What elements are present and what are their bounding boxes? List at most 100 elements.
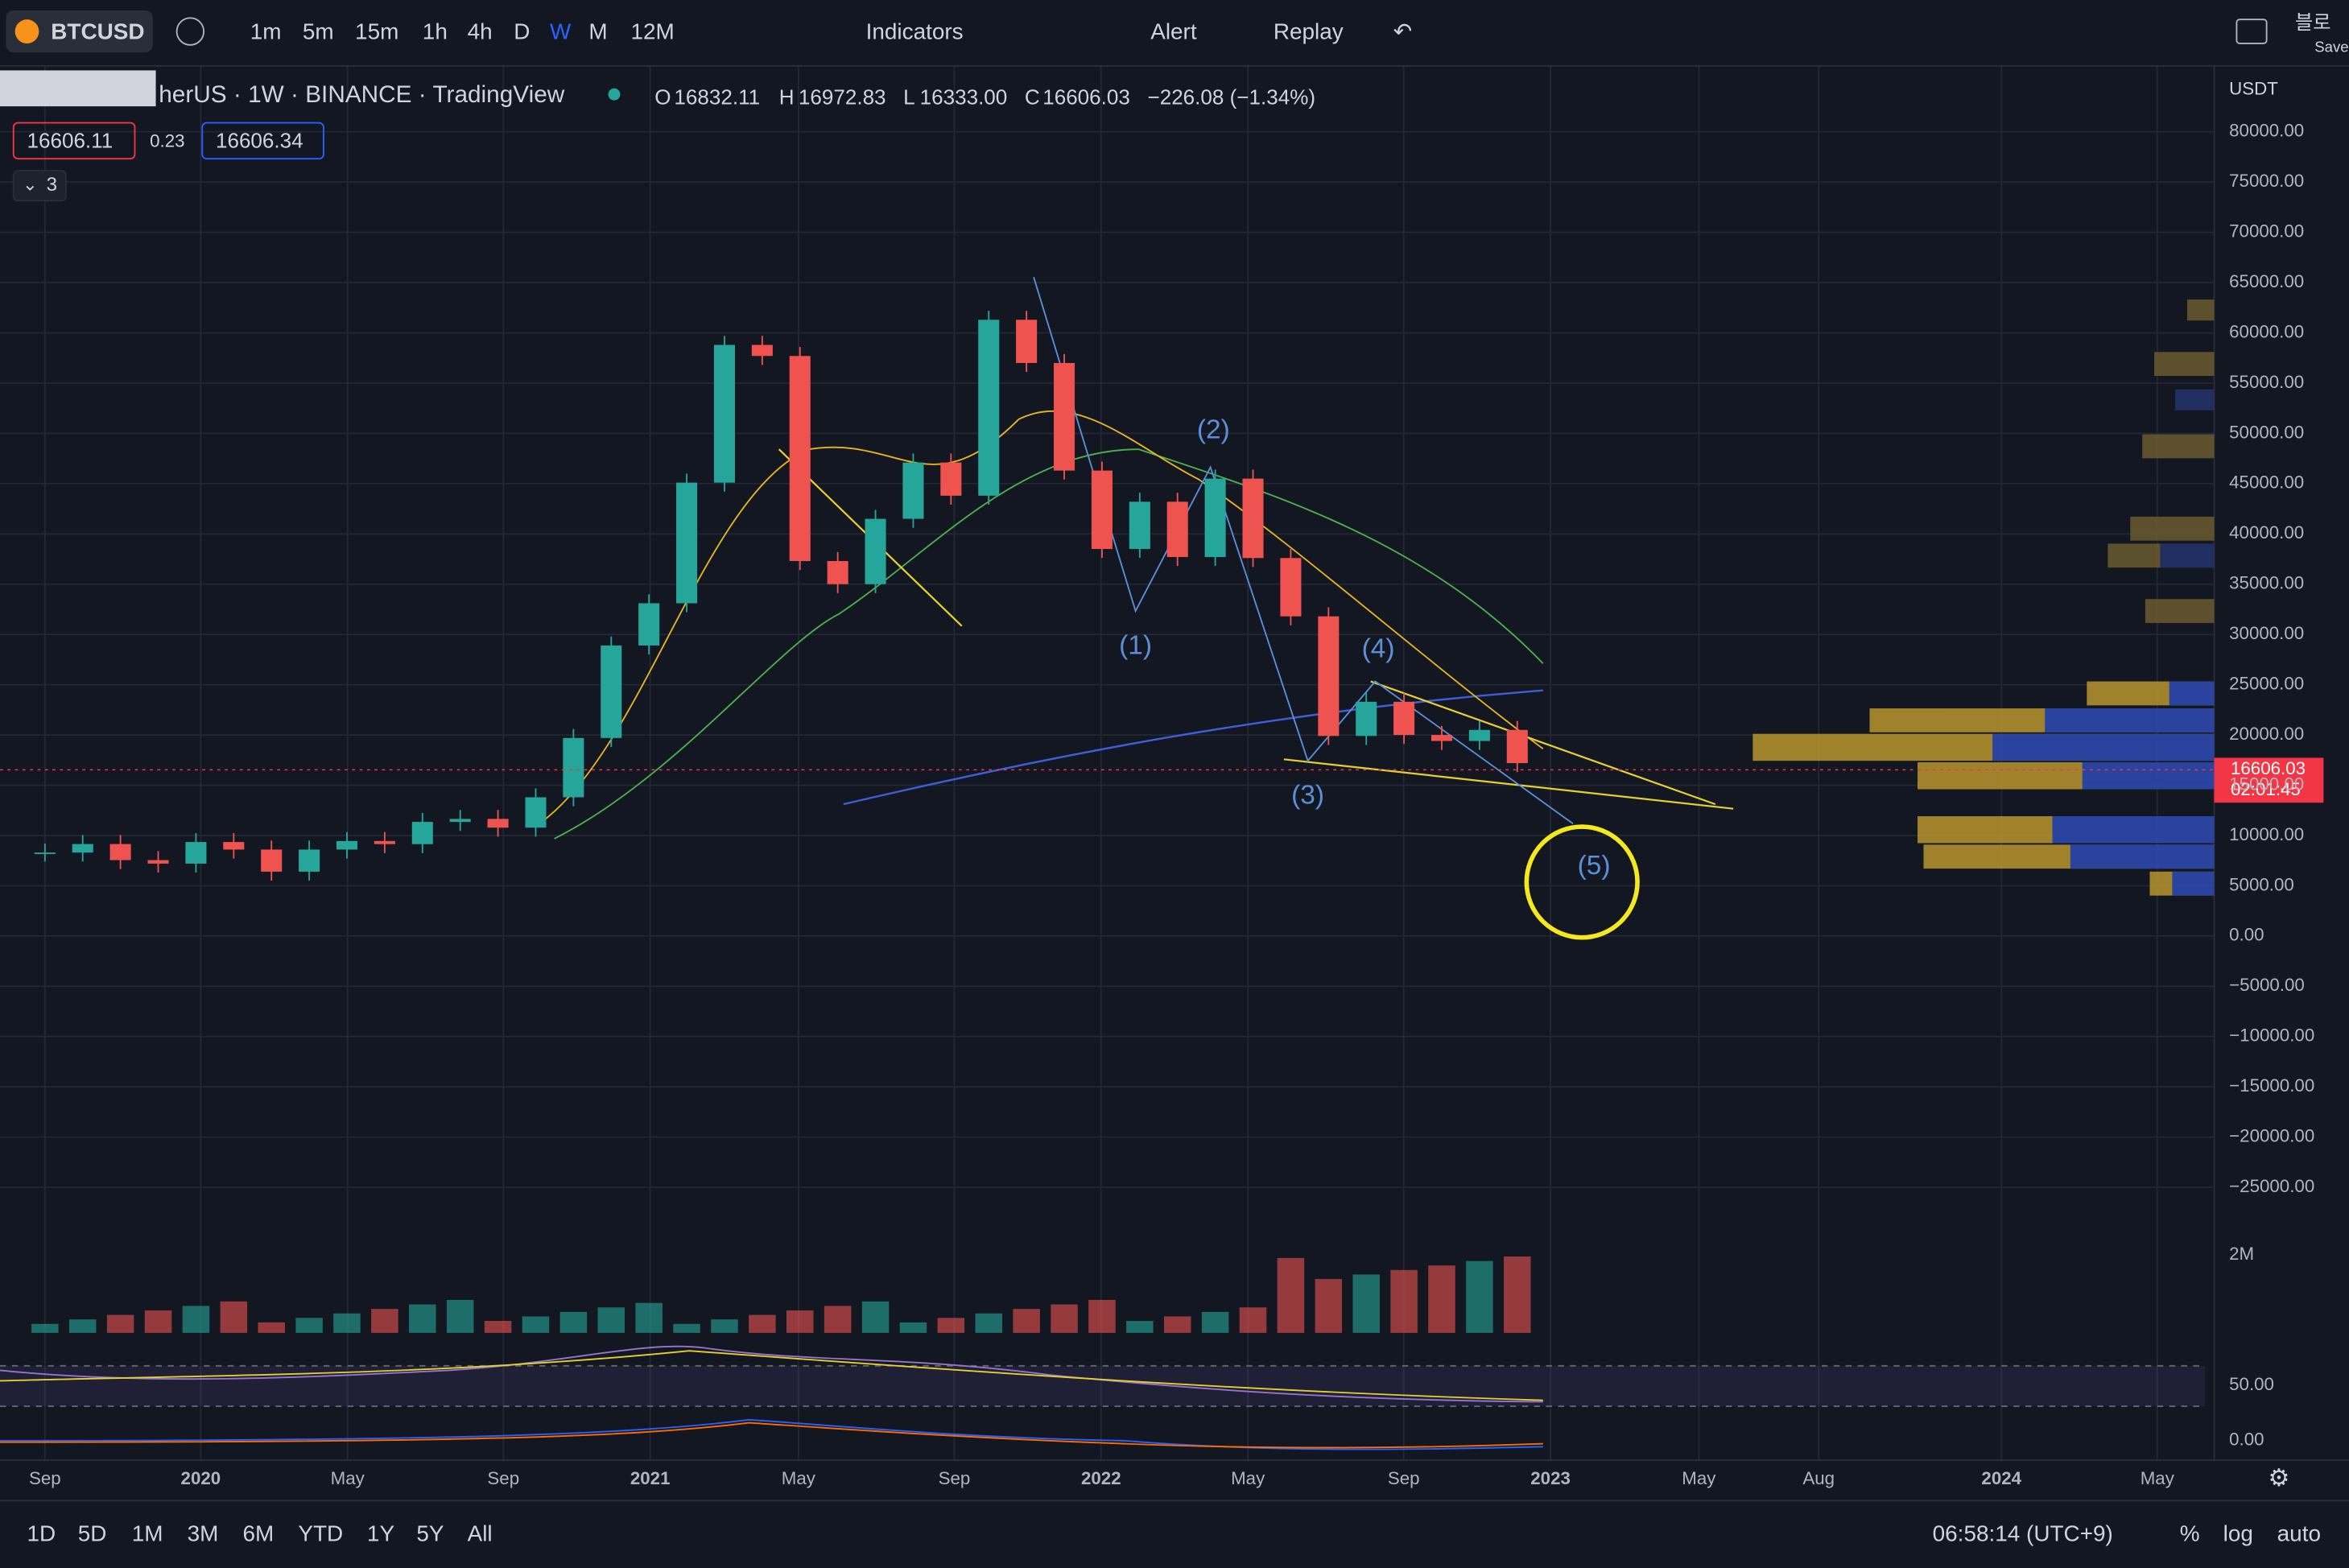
candle: [1468, 729, 1490, 741]
candle: [185, 842, 207, 864]
bid[interactable]: 16606.11: [27, 129, 113, 153]
interval-button[interactable]: 1h: [423, 19, 448, 43]
indicators-button[interactable]: Indicators: [866, 19, 964, 43]
volume-bar: [975, 1313, 1002, 1333]
x-tick-label: 2021: [630, 1468, 671, 1488]
bitcoin-icon: [14, 19, 39, 43]
volume-bar: [446, 1299, 474, 1333]
volume-bar: [258, 1322, 285, 1333]
y-tick-label: −25000.00: [2229, 1176, 2314, 1196]
interval-button[interactable]: 4h: [468, 19, 493, 43]
candle: [827, 561, 848, 584]
volume-profile: [1752, 299, 2215, 896]
compare-button[interactable]: [175, 17, 205, 46]
range-button[interactable]: All: [468, 1521, 493, 1545]
x-tick-label: 2022: [1081, 1468, 1121, 1488]
bid-box[interactable]: [12, 122, 136, 160]
range-button[interactable]: 5D: [78, 1521, 107, 1545]
symbol[interactable]: BTCUSD: [51, 19, 144, 43]
volume-bar: [711, 1319, 738, 1333]
candle: [261, 849, 283, 872]
range-button[interactable]: 5Y: [416, 1521, 444, 1545]
percent-toggle[interactable]: %: [2180, 1521, 2200, 1545]
chevron: ⌄: [23, 175, 38, 195]
volume-bar: [559, 1311, 588, 1333]
l-label: L: [903, 85, 915, 109]
alert-button[interactable]: Alert: [1150, 19, 1197, 43]
spread: 0.23: [150, 131, 184, 151]
volume-bar: [68, 1319, 97, 1333]
volume-bar: [106, 1314, 134, 1333]
rsi-label: 50.00: [2229, 1374, 2274, 1394]
layout-button[interactable]: [2235, 19, 2268, 44]
x-tick-label: Sep: [487, 1468, 519, 1488]
save-button[interactable]: Save: [2314, 38, 2348, 55]
interval-button[interactable]: 1m: [250, 19, 282, 43]
range-button[interactable]: YTD: [298, 1521, 343, 1545]
candle: [72, 844, 93, 853]
symbol-button[interactable]: [6, 10, 153, 53]
interval-button[interactable]: D: [514, 19, 530, 43]
change: −226.08 (−1.34%): [1148, 85, 1316, 109]
y-tick-label: 75000.00: [2229, 171, 2304, 191]
interval-button[interactable]: W: [550, 19, 572, 43]
y-tick-label: 70000.00: [2229, 221, 2304, 241]
rsi-ma: [0, 1350, 1543, 1401]
currency[interactable]: USDT: [2229, 79, 2278, 99]
undo-button[interactable]: ↶: [1393, 19, 1412, 43]
range-button[interactable]: 1M: [132, 1521, 163, 1545]
candle: [1280, 558, 1302, 617]
interval-button[interactable]: 5m: [303, 19, 334, 43]
y-tick-label: 20000.00: [2229, 724, 2304, 744]
range-button[interactable]: 1Y: [367, 1521, 394, 1545]
candle: [865, 518, 886, 584]
volume-bar: [1466, 1261, 1493, 1333]
volume-bar: [937, 1318, 965, 1333]
interval-button[interactable]: 15m: [355, 19, 398, 43]
clock: 06:58:14 (UTC+9): [1933, 1521, 2113, 1545]
settings-icon[interactable]: ⚙: [2268, 1465, 2290, 1492]
interval-button[interactable]: M: [588, 19, 607, 43]
auto-toggle[interactable]: auto: [2277, 1521, 2321, 1545]
volume-bar: [673, 1323, 700, 1333]
candle: [601, 645, 622, 738]
candle: [487, 819, 509, 828]
low: 16333.00: [920, 85, 1008, 109]
volume-bar: [824, 1306, 852, 1333]
ask[interactable]: 16606.34: [216, 129, 303, 153]
y-tick-label: 15000.00: [2229, 774, 2304, 794]
range-button[interactable]: 3M: [188, 1521, 219, 1545]
range-button[interactable]: 1D: [27, 1521, 56, 1545]
candle: [563, 737, 584, 798]
c-label: C: [1025, 85, 1040, 109]
range-button[interactable]: 6M: [242, 1521, 274, 1545]
y-tick-label: −5000.00: [2229, 975, 2305, 995]
log-toggle[interactable]: log: [2223, 1521, 2253, 1545]
candle: [411, 822, 433, 844]
ask-box[interactable]: [201, 122, 324, 160]
toolbar: [0, 0, 2349, 65]
volume-label: 2M: [2229, 1244, 2254, 1264]
interval-button[interactable]: 12M: [630, 19, 674, 43]
wave-label: (2): [1197, 415, 1230, 445]
x-tick-label: Aug: [1802, 1468, 1835, 1488]
y-tick-label: 25000.00: [2229, 674, 2304, 694]
volume-bar: [182, 1306, 210, 1333]
tooltip: Symbol Search: [10, 78, 142, 100]
account[interactable]: 블로: [2295, 12, 2330, 34]
candle: [299, 849, 320, 872]
status-dot: [608, 88, 621, 101]
volume-bar: [635, 1302, 663, 1333]
replay-button[interactable]: Replay: [1274, 19, 1344, 43]
volume-bar: [749, 1314, 776, 1333]
y-tick-label: 30000.00: [2229, 623, 2304, 643]
y-tick-label: 65000.00: [2229, 271, 2304, 291]
volume-bar: [144, 1310, 172, 1333]
candles: [34, 311, 1528, 881]
candle: [789, 356, 811, 562]
collapse-button[interactable]: [12, 170, 67, 202]
indicator-count[interactable]: 3: [47, 174, 57, 196]
tooltip-box: [0, 70, 156, 107]
signal-line: [0, 1422, 1543, 1449]
y-tick-label: 10000.00: [2229, 824, 2304, 844]
